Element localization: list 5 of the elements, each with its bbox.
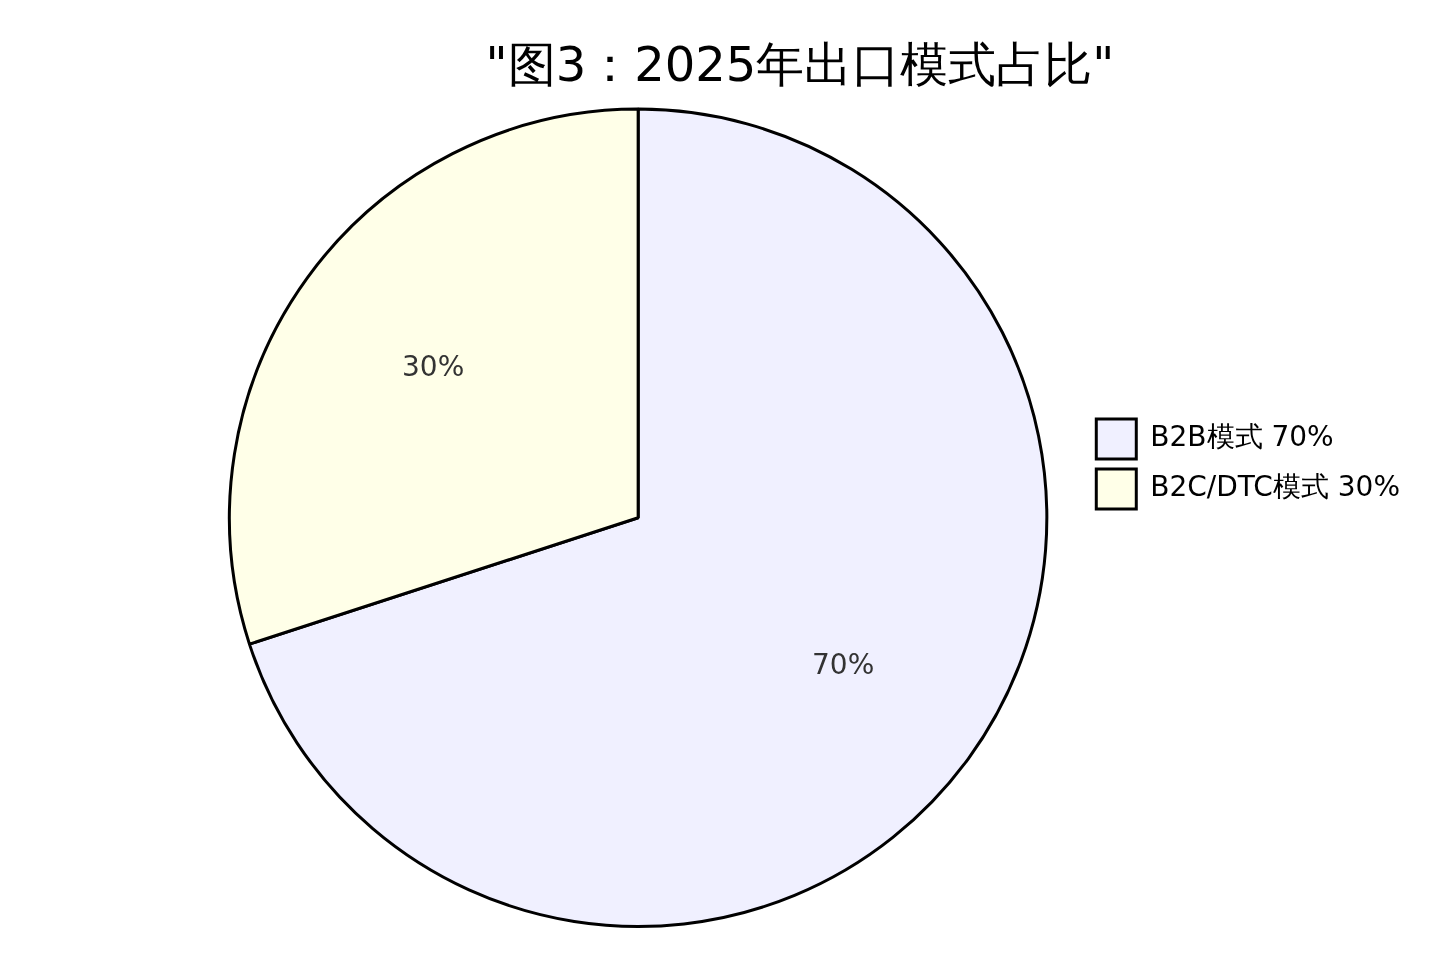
chart-title: "图3：2025年出口模式占比" — [485, 36, 1115, 93]
legend-label: B2C/DTC模式 30% — [1150, 470, 1400, 504]
data-label: 30% — [402, 350, 465, 384]
legend-label: B2B模式 70% — [1150, 420, 1334, 454]
data-label: 70% — [812, 648, 875, 682]
